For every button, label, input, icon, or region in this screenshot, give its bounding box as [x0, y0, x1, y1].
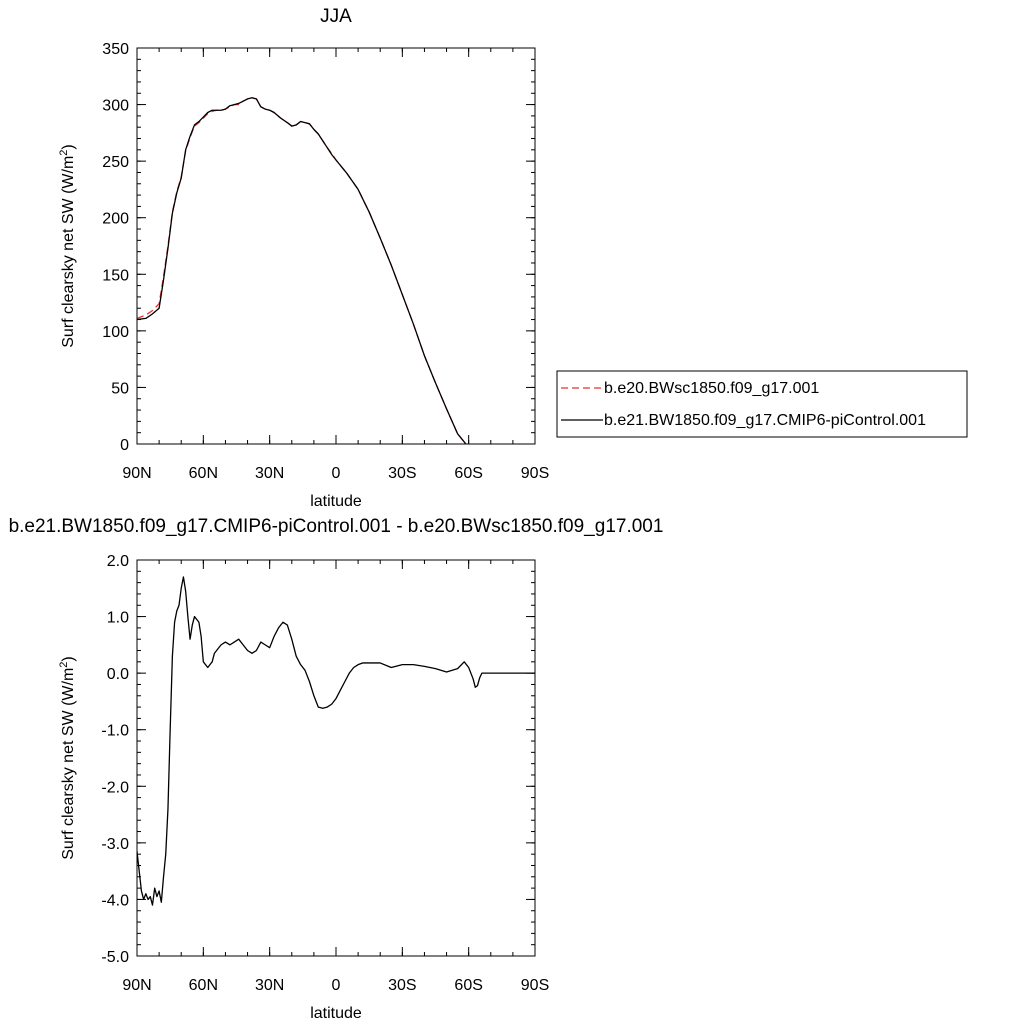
top-series-line-1 — [137, 97, 467, 444]
top-series-line-0 — [137, 97, 467, 444]
top-x-tick-label: 30N — [255, 465, 284, 482]
bottom-y-tick-label: -3.0 — [101, 836, 129, 853]
top-panel-title: JJA — [320, 6, 352, 27]
legend-label-bwsc1850: b.e20.BWsc1850.f09_g17.001 — [604, 380, 819, 397]
top-panel-ylabel: Surf clearsky net SW (W/m2) — [58, 144, 77, 347]
legend: b.e20.BWsc1850.f09_g17.001 b.e21.BW1850.… — [556, 370, 968, 438]
top-y-tick-label: 350 — [102, 41, 129, 58]
top-x-tick-label: 90S — [521, 465, 549, 482]
bottom-x-tick-label: 0 — [332, 977, 341, 994]
bottom-x-tick-label: 30N — [255, 977, 284, 994]
bottom-panel-ylabel: Surf clearsky net SW (W/m2) — [58, 656, 77, 859]
legend-box — [556, 370, 968, 438]
top-y-tick-label: 200 — [102, 211, 129, 228]
top-y-tick-label: 300 — [102, 98, 129, 115]
bottom-panel-xlabel: latitude — [310, 1005, 362, 1022]
bottom-y-tick-label: 0.0 — [107, 666, 129, 683]
top-y-tick-label: 100 — [102, 324, 129, 341]
bottom-panel-title: b.e21.BW1850.f09_g17.CMIP6-piControl.001… — [9, 516, 664, 537]
bottom-x-tick-label: 60N — [189, 977, 218, 994]
top-panel: JJA latitude Surf clearsky net SW (W/m2)… — [58, 6, 549, 510]
top-y-tick-label: 0 — [120, 437, 129, 454]
legend-label-bw1850: b.e21.BW1850.f09_g17.CMIP6-piControl.001 — [604, 412, 926, 429]
bottom-panel: b.e21.BW1850.f09_g17.CMIP6-piControl.001… — [9, 516, 664, 1022]
bottom-y-tick-label: -2.0 — [101, 779, 129, 796]
top-plot-frame — [136, 47, 536, 445]
top-x-tick-label: 60N — [189, 465, 218, 482]
bottom-y-tick-label: -4.0 — [101, 892, 129, 909]
bottom-y-tick-label: 1.0 — [107, 610, 129, 627]
top-x-tick-label: 30S — [388, 465, 416, 482]
top-y-tick-label: 150 — [102, 267, 129, 284]
bottom-y-tick-label: -1.0 — [101, 723, 129, 740]
top-y-tick-label: 50 — [111, 380, 129, 397]
bottom-y-tick-label: -5.0 — [101, 949, 129, 966]
top-x-tick-label: 60S — [454, 465, 482, 482]
bottom-series-line-0 — [137, 576, 535, 906]
top-x-tick-label: 0 — [332, 465, 341, 482]
top-y-tick-label: 250 — [102, 154, 129, 171]
bottom-x-tick-label: 30S — [388, 977, 416, 994]
bottom-x-tick-label: 90S — [521, 977, 549, 994]
bottom-y-tick-label: 2.0 — [107, 553, 129, 570]
top-panel-xlabel: latitude — [310, 493, 362, 510]
bottom-x-tick-label: 90N — [122, 977, 151, 994]
bottom-x-tick-label: 60S — [454, 977, 482, 994]
top-x-tick-label: 90N — [122, 465, 151, 482]
